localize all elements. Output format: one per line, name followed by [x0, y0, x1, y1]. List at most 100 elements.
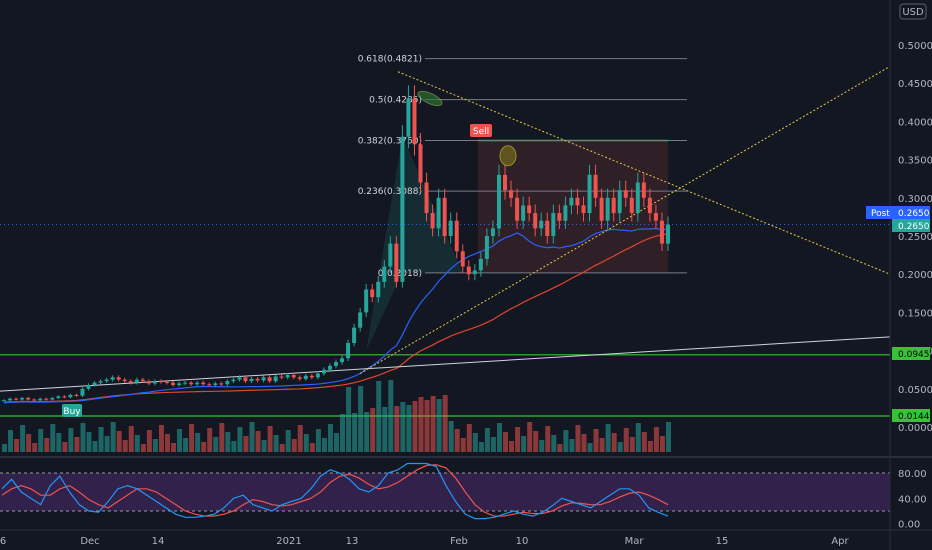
time-axis[interactable]: 6 Dec 14 2021 13 Feb 10 Mar 15 Apr: [0, 536, 850, 547]
candle-body: [279, 376, 284, 378]
svg-text:Post: Post: [871, 209, 890, 219]
candle-body: [545, 220, 550, 236]
candle-body: [249, 378, 254, 382]
volume-bar: [62, 442, 68, 452]
candle-body: [309, 375, 314, 378]
volume-bar: [340, 414, 346, 452]
fib-label: 0(0.2018): [378, 269, 422, 279]
oscillator-d-line: [1, 464, 669, 517]
candle-body: [563, 205, 568, 221]
volume-bar: [321, 438, 327, 452]
candle-body: [92, 382, 97, 385]
volume-bar: [32, 443, 38, 452]
oscillator-tick-label: 40.00: [898, 494, 927, 505]
sell-tag-box: [470, 124, 492, 137]
candle-body: [140, 379, 145, 382]
candle-body: [315, 373, 320, 378]
oscillator-axis[interactable]: 80.00 40.00 0.00: [898, 469, 927, 531]
moving-average-fast: [3, 228, 669, 404]
candle-body: [62, 396, 67, 398]
volume-bar: [116, 431, 122, 452]
candle-body: [623, 190, 628, 198]
volume-bar: [158, 425, 164, 452]
volume-bar: [279, 444, 285, 452]
candle-body: [605, 197, 610, 221]
volume-bar: [26, 434, 32, 452]
candle-body: [128, 381, 133, 383]
volume-bar: [8, 430, 14, 452]
candle-body: [213, 383, 218, 385]
candle-body: [575, 197, 580, 206]
candle-body: [611, 197, 616, 214]
volume-bar: [195, 433, 201, 452]
volume-bar: [38, 429, 44, 452]
time-label: 6: [0, 536, 6, 547]
volume-bar: [140, 444, 146, 452]
candle-body: [364, 289, 369, 313]
volume-bar: [14, 439, 20, 452]
candle-body: [207, 384, 212, 386]
candle-body: [38, 398, 43, 401]
volume-bar: [44, 438, 50, 452]
currency-button[interactable]: USD: [899, 3, 927, 20]
svg-text:0.0945: 0.0945: [898, 350, 930, 360]
post-price-tag: Post 0.2650: [866, 206, 930, 219]
volume-bar: [575, 425, 581, 452]
volume-bar: [92, 441, 98, 452]
candle-body: [666, 224, 670, 244]
candle-body: [635, 182, 640, 214]
candle-body: [56, 396, 61, 398]
volume-bar: [376, 381, 382, 452]
volume-bar: [122, 440, 128, 452]
time-label: 13: [346, 536, 359, 547]
candle-body: [430, 213, 435, 229]
volume-bar: [647, 441, 653, 452]
candle-body: [201, 382, 206, 385]
volume-bar: [352, 413, 358, 452]
candle-body: [80, 388, 85, 396]
volume-bar: [503, 432, 509, 452]
candle-body: [273, 376, 278, 382]
price-tick-label: 0.0500: [898, 385, 932, 396]
volume-bar: [201, 442, 207, 452]
volume-bar: [80, 423, 86, 452]
candle-body: [164, 381, 169, 383]
time-label: 2021: [276, 536, 301, 547]
candle-body: [146, 381, 151, 384]
candle-body: [14, 398, 19, 400]
volume-bar: [50, 424, 56, 452]
price-tick-label: 0.1500: [898, 308, 932, 319]
volume-bar: [484, 428, 490, 452]
price-pane[interactable]: 0.618(0.4821) 0.5(0.4285) 0.382(0.3750) 0.2…: [0, 55, 890, 452]
hline-upper-tag: 0.0945: [892, 347, 930, 360]
volume-bar: [237, 427, 243, 452]
candle-body: [20, 397, 25, 400]
svg-text:0.0144: 0.0144: [898, 412, 930, 422]
volume-bar: [20, 425, 26, 452]
volume-bar: [581, 434, 587, 452]
candle-body: [376, 281, 381, 298]
candle-body: [629, 197, 634, 214]
candle-body: [424, 182, 429, 214]
candle-body: [496, 174, 501, 229]
volume-bar: [472, 433, 478, 452]
volume-bar: [225, 432, 231, 452]
volume-bar: [255, 431, 261, 452]
candle-body: [400, 136, 405, 282]
volume-bar: [641, 432, 647, 452]
svg-text:0.2650: 0.2650: [898, 209, 930, 219]
volume-bar: [454, 429, 460, 452]
volume-bar: [243, 436, 249, 452]
oscillator-pane[interactable]: [0, 462, 890, 520]
volume-bar: [442, 395, 448, 452]
candle-body: [382, 266, 387, 282]
candle-body: [569, 197, 574, 206]
candle-body: [388, 243, 393, 267]
svg-text:USD: USD: [902, 7, 924, 18]
retest-highlight: [499, 145, 517, 167]
volume-bar: [231, 441, 237, 452]
volume-bar: [2, 444, 7, 452]
candle-body: [32, 399, 37, 401]
volume-bar: [509, 441, 515, 452]
